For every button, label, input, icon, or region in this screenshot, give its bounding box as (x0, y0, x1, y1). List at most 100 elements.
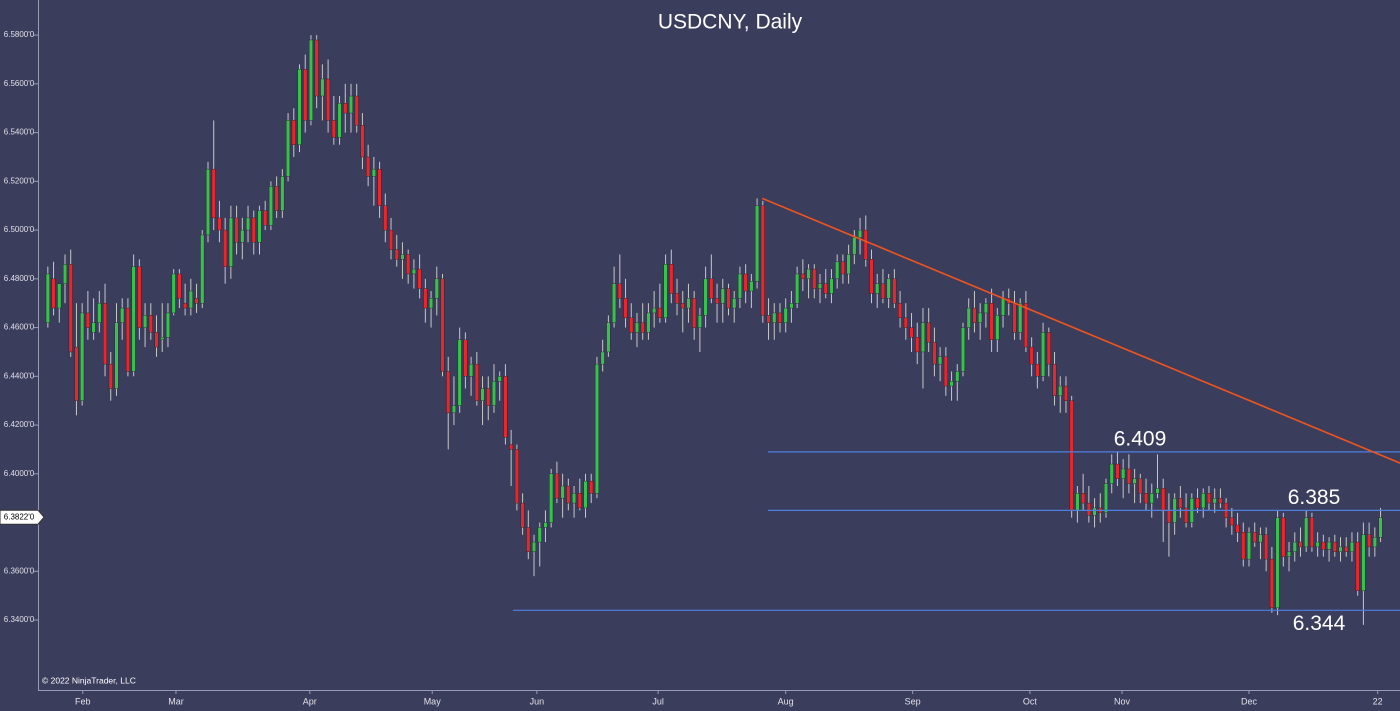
candle-body (1241, 532, 1246, 560)
candle-body (400, 254, 405, 260)
candle-body (1287, 551, 1292, 557)
candle-body (1315, 541, 1320, 548)
candle-body (108, 363, 113, 389)
candle-body (955, 371, 960, 382)
x-tick-label: Jul (652, 696, 664, 706)
candle-body (120, 307, 125, 323)
candle-body (240, 229, 245, 243)
candle-body (62, 264, 67, 284)
candle-body (291, 120, 296, 145)
candle-body (1012, 303, 1017, 333)
candle-body (200, 234, 205, 304)
candle-body (903, 317, 908, 328)
candle-body (1338, 546, 1343, 553)
candle-body (640, 322, 645, 333)
trend-line (761, 197, 1400, 464)
candle-body (429, 298, 434, 309)
candle-body (131, 266, 136, 372)
candle-body (1349, 541, 1354, 553)
candle-body (474, 363, 479, 401)
candle-body (320, 78, 325, 97)
candle-body (566, 485, 571, 504)
candle-body (1355, 541, 1360, 592)
candle-body (869, 259, 874, 294)
x-tick-label: Nov (1114, 696, 1131, 706)
candle-body (451, 405, 456, 414)
candle-body (961, 327, 966, 372)
candle-body (326, 78, 331, 121)
candle-body (360, 125, 365, 158)
candle-body (1201, 493, 1206, 509)
candle-body (915, 337, 920, 353)
candle-body (57, 283, 62, 309)
candle-body (1058, 385, 1063, 397)
candle-body (617, 283, 622, 299)
candle-body (348, 95, 353, 114)
candle-body (1298, 541, 1303, 548)
x-tick-label: Oct (1023, 696, 1038, 706)
candle-body (463, 339, 468, 377)
candle-body (749, 281, 754, 292)
candle-body (898, 303, 903, 319)
candle-body (1304, 517, 1309, 548)
candle-body (652, 307, 657, 314)
candle-body (51, 278, 56, 309)
candle-body (343, 103, 348, 114)
candle-body (818, 283, 823, 289)
candle-body (303, 69, 308, 121)
candle-body (223, 229, 228, 267)
candle-body (1149, 493, 1154, 504)
candle-body (125, 307, 130, 372)
candle-body (377, 168, 382, 206)
candle-body (148, 315, 153, 333)
candle-body (972, 307, 977, 323)
candle-body (1035, 363, 1040, 377)
candle-body (709, 278, 714, 299)
x-tick-label: Feb (75, 696, 91, 706)
candle-body (331, 120, 336, 138)
candle-body (251, 217, 256, 243)
candle-body (1115, 463, 1120, 479)
candle-body (1321, 541, 1326, 550)
candle-body (875, 283, 880, 294)
candle-body (1086, 502, 1091, 516)
candle-body (726, 288, 731, 309)
y-tick-label: 6.4000'0 (4, 469, 35, 478)
y-tick-label: 6.4200'0 (4, 420, 35, 429)
candle-body (606, 322, 611, 353)
candle-body (68, 264, 73, 353)
candle-body (932, 341, 937, 365)
candle-body (1041, 332, 1046, 377)
y-tick-label: 6.5400'0 (4, 128, 35, 137)
candle-body (532, 541, 537, 553)
candle-body (1327, 541, 1332, 550)
candle-body (1081, 493, 1086, 504)
candle-body (612, 283, 617, 323)
candle-body (634, 322, 639, 333)
candle-body (829, 278, 834, 294)
y-tick-label: 6.3400'0 (4, 615, 35, 624)
candle-body (1269, 558, 1274, 609)
candle-body (1075, 493, 1080, 511)
candle-body (840, 261, 845, 275)
candle-body (995, 315, 1000, 340)
y-tick-label: 6.5800'0 (4, 30, 35, 39)
candle-body (1092, 507, 1097, 516)
candle-body (263, 210, 268, 226)
candle-body (480, 388, 485, 401)
candle-body (1138, 478, 1143, 494)
candle-body (383, 205, 388, 231)
candle-body (308, 39, 313, 121)
candle-body (806, 268, 811, 280)
candle-body (274, 186, 279, 211)
candle-body (572, 493, 577, 504)
candle-body (949, 380, 954, 387)
candle-body (183, 303, 188, 309)
candle-body (74, 346, 79, 401)
candle-body (1212, 497, 1217, 504)
candle-body (692, 298, 697, 328)
chart-title: USDCNY, Daily (658, 11, 803, 34)
candle-body (1166, 510, 1171, 523)
candle-body (1046, 332, 1051, 365)
